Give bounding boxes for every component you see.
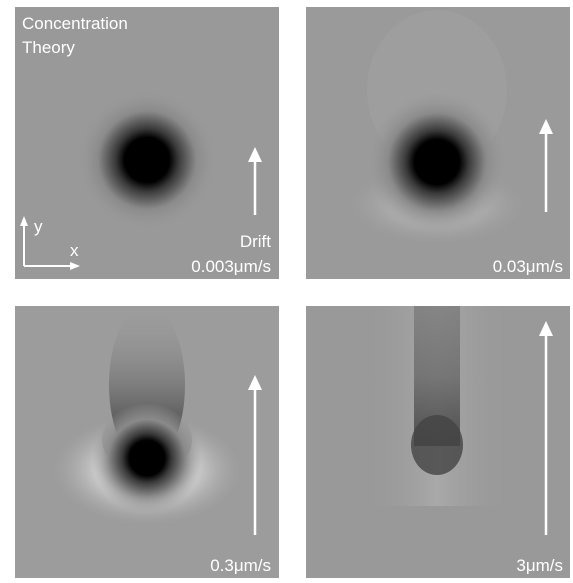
speed-label: 3μm/s bbox=[516, 556, 563, 575]
particle bbox=[367, 92, 507, 232]
panel: 0.03μm/s bbox=[306, 7, 570, 279]
figure: Concentration Theory y x Drift 0.003μm/s… bbox=[0, 0, 573, 583]
panel: 0.3μm/s bbox=[15, 305, 279, 578]
panel: Concentration Theory y x Drift 0.003μm/s bbox=[15, 7, 279, 279]
panel: 3μm/s bbox=[306, 306, 570, 578]
particle bbox=[77, 90, 217, 230]
speed-label: 0.3μm/s bbox=[210, 556, 271, 575]
title: Theory bbox=[22, 38, 75, 57]
drift-label: Drift bbox=[240, 232, 271, 251]
particle bbox=[92, 403, 202, 513]
axis-label: x bbox=[70, 241, 79, 260]
axis-label: y bbox=[34, 217, 43, 236]
particle bbox=[411, 415, 463, 475]
speed-label: 0.03μm/s bbox=[493, 257, 563, 276]
speed-label: 0.003μm/s bbox=[191, 257, 271, 276]
title: Concentration bbox=[22, 14, 128, 33]
page: Concentration Theory y x Drift 0.003μm/s… bbox=[0, 0, 573, 583]
